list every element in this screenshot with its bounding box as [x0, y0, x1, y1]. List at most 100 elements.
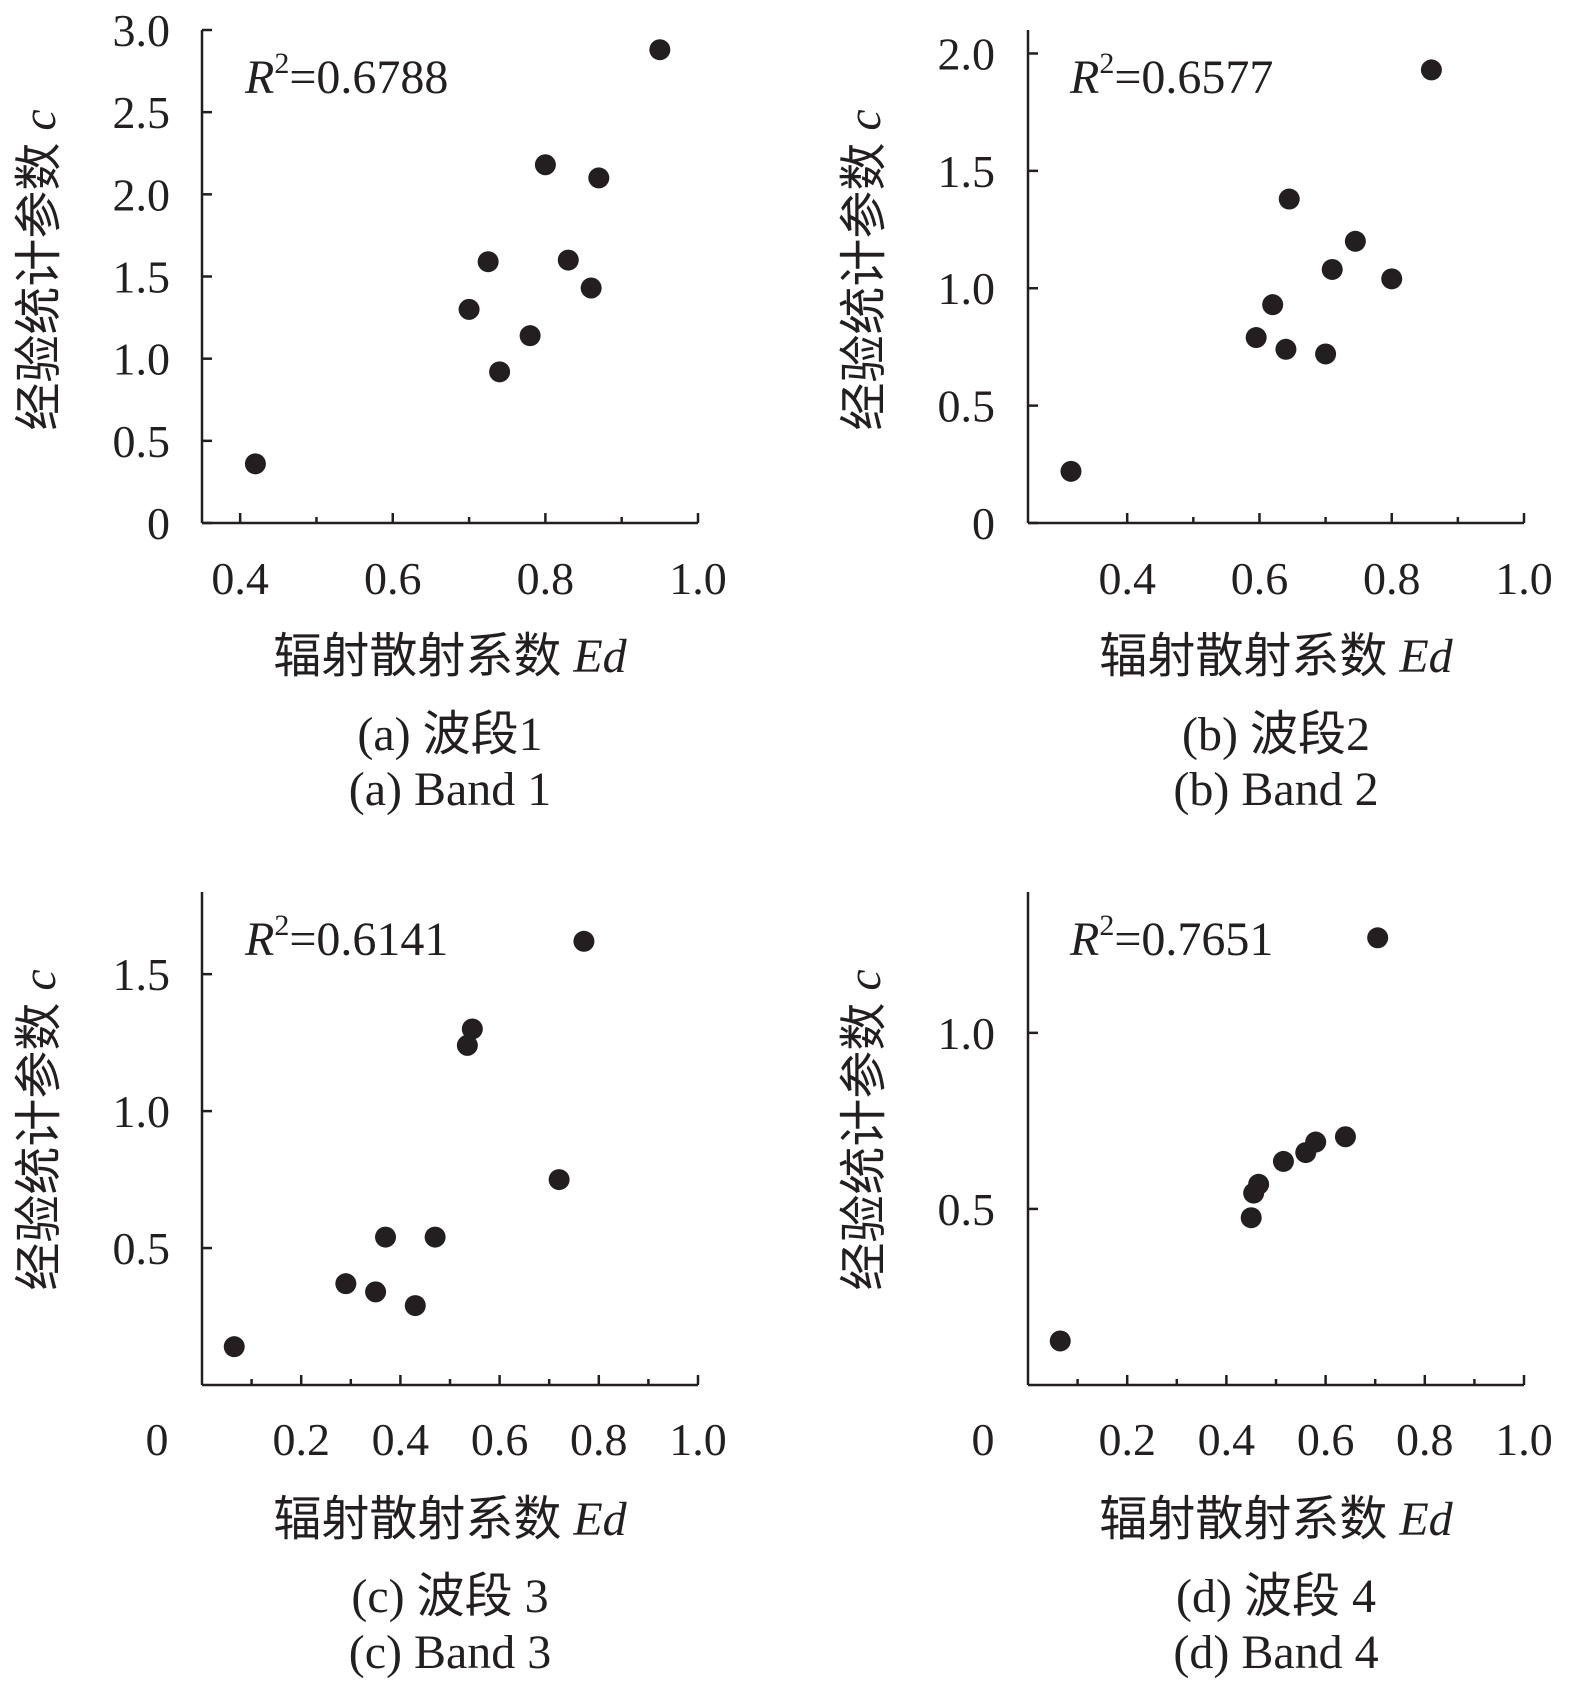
y-tick-label: 0 [972, 498, 995, 549]
y-tick-label: 0.5 [113, 416, 171, 467]
data-point [456, 1034, 478, 1056]
data-point [244, 453, 266, 475]
y-tick-label: 2.5 [113, 87, 171, 138]
r2-superscript: 2 [274, 909, 289, 942]
data-point [424, 1226, 446, 1248]
r2-superscript: 2 [274, 47, 289, 80]
data-point [335, 1273, 357, 1295]
data-point [1420, 59, 1442, 81]
y-axis-title-text: 经验统计参数 [838, 131, 891, 431]
data-point [1381, 268, 1403, 290]
x-axis-title-text: 辐射散射系数 [273, 1493, 573, 1546]
y-axis-title-var: c [13, 109, 66, 130]
data-point [1334, 1126, 1356, 1148]
x-axis-title: 辐射散射系数 Ed [1099, 630, 1453, 683]
data-point [1321, 258, 1343, 280]
x-tick-label: 0 [972, 1414, 995, 1465]
y-axis-title: 经验统计参数 c [13, 969, 66, 1290]
data-point [1344, 230, 1366, 252]
data-point [223, 1336, 245, 1358]
x-axis-title-var: Ed [572, 1493, 627, 1546]
y-tick-label: 0 [147, 498, 170, 549]
data-point [1305, 1131, 1327, 1153]
x-axis-title-text: 辐射散射系数 [273, 630, 573, 683]
y-tick-label: 1.0 [938, 1008, 996, 1059]
r2-annotation: R2=0.6577 [1069, 47, 1273, 104]
data-point [458, 298, 480, 320]
y-axis-title-var: c [838, 969, 891, 990]
data-point [1278, 188, 1300, 210]
x-tick-label: 1.0 [669, 553, 727, 604]
x-tick-label: 0.4 [1098, 553, 1156, 604]
caption-cn: (d) 波段 4 [1176, 1570, 1376, 1623]
y-tick-label: 1.5 [938, 146, 996, 197]
r2-value: =0.6141 [289, 913, 448, 966]
data-point [548, 1169, 570, 1191]
r2-annotation: R2=0.6788 [244, 47, 448, 104]
caption-en: (b) Band 2 [1173, 763, 1378, 816]
x-axis-title-var: Ed [1398, 1493, 1453, 1546]
data-point [1262, 294, 1284, 316]
y-tick-label: 1.5 [113, 252, 171, 303]
data-point [461, 1018, 483, 1040]
data-point [375, 1226, 397, 1248]
r2-symbol: R [1069, 913, 1099, 966]
x-tick-label: 0.4 [372, 1414, 430, 1465]
data-point [1272, 1150, 1294, 1172]
x-tick-label: 0.6 [1297, 1414, 1355, 1465]
data-point [534, 154, 556, 176]
y-tick-label: 0.5 [938, 381, 996, 432]
y-tick-label: 2.0 [938, 28, 996, 79]
data-point [477, 251, 499, 273]
y-tick-label: 0.5 [113, 1223, 171, 1274]
y-tick-label: 0.5 [938, 1184, 996, 1235]
y-axis-title: 经验统计参数 c [838, 969, 891, 1290]
data-point [557, 249, 579, 271]
data-point [519, 325, 541, 347]
x-axis-title: 辐射散射系数 Ed [273, 1493, 627, 1546]
y-tick-label: 1.0 [938, 263, 996, 314]
x-axis-title: 辐射散射系数 Ed [1099, 1493, 1453, 1546]
x-tick-label: 0.2 [1098, 1414, 1156, 1465]
y-axis-title-text: 经验统计参数 [13, 131, 66, 431]
r2-value: =0.6788 [289, 51, 448, 104]
x-tick-label: 0.6 [364, 553, 422, 604]
x-tick-label: 0 [146, 1414, 169, 1465]
panel-c: 0.5 1.0 1.5 0 0.2 0.4 0.6 0.8 1.0 R2=0.6141 辐射散射系数… [13, 892, 727, 1679]
r2-superscript: 2 [1099, 909, 1114, 942]
r2-value: =0.7651 [1114, 913, 1273, 966]
data-point [1245, 327, 1267, 349]
caption-en: (d) Band 4 [1173, 1626, 1378, 1679]
data-point [489, 361, 511, 383]
x-tick-label: 0.2 [272, 1414, 330, 1465]
caption-cn: (a) 波段1 [357, 708, 542, 761]
r2-value: =0.6577 [1114, 51, 1273, 104]
x-tick-label: 0.6 [1231, 553, 1289, 604]
x-tick-label: 0.4 [1198, 1414, 1256, 1465]
y-axis-title-text: 经验统计参数 [838, 991, 891, 1291]
panel-b: 0 0.5 1.0 1.5 2.0 0.4 0.6 0.8 1.0 R2=0.6577 辐射散射系数… [838, 28, 1553, 816]
y-tick-label: 1.0 [113, 1086, 171, 1137]
r2-symbol: R [244, 51, 274, 104]
y-axis-title-text: 经验统计参数 [13, 991, 66, 1291]
data-point [1315, 343, 1337, 365]
caption-en: (a) Band 1 [349, 763, 552, 816]
y-axis-title-var: c [13, 969, 66, 990]
x-axis-title: 辐射散射系数 Ed [273, 630, 627, 683]
data-point [1367, 927, 1389, 949]
data-point [573, 930, 595, 952]
data-point [580, 277, 602, 299]
x-axis-title-var: Ed [1398, 630, 1453, 683]
x-tick-label: 1.0 [669, 1414, 727, 1465]
data-point [588, 167, 610, 189]
x-tick-label: 1.0 [1495, 553, 1553, 604]
x-tick-label: 0.6 [471, 1414, 529, 1465]
data-point [649, 39, 671, 61]
r2-symbol: R [1069, 51, 1099, 104]
x-tick-label: 1.0 [1495, 1414, 1553, 1465]
data-point [1240, 1207, 1262, 1229]
y-axis-title: 经验统计参数 c [13, 109, 66, 430]
data-point [404, 1295, 426, 1317]
data-point [365, 1281, 387, 1303]
r2-superscript: 2 [1099, 47, 1114, 80]
